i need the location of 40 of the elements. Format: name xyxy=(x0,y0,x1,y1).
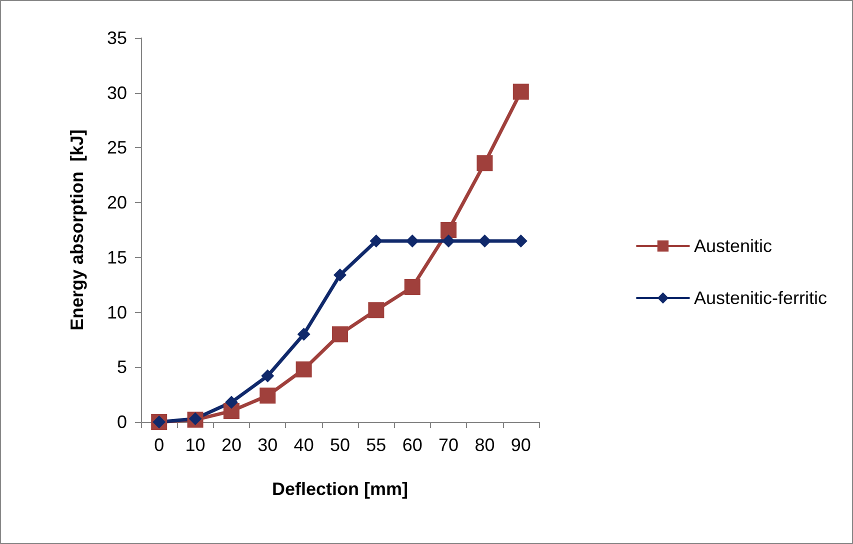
x-axis-title: Deflection [mm] xyxy=(272,479,408,499)
legend-label: Austenitic-ferritic xyxy=(694,288,827,308)
y-axis-title: Energy absorption [kJ] xyxy=(67,129,87,331)
point xyxy=(224,396,238,409)
x-tick-label: 80 xyxy=(474,435,495,455)
x-tick-label: 50 xyxy=(330,435,350,455)
point xyxy=(406,234,419,248)
y-tick-label: 10 xyxy=(106,302,127,322)
y-tick-label: 25 xyxy=(106,138,127,158)
y-tick-label: 5 xyxy=(116,357,127,378)
point xyxy=(478,234,492,248)
x-tick-label: 30 xyxy=(258,435,278,455)
x-tick-label: 20 xyxy=(221,435,242,455)
x-tick-label: 55 xyxy=(366,435,386,455)
y-tick-label: 15 xyxy=(106,247,127,268)
x-tick-label: 70 xyxy=(438,435,459,455)
x-tick-label: 0 xyxy=(154,435,164,455)
legend-label: Austenitic xyxy=(694,236,772,256)
point xyxy=(334,268,346,282)
x-tick-label: 10 xyxy=(185,435,206,455)
point xyxy=(260,388,276,404)
y-tick-label: 30 xyxy=(106,82,127,103)
point xyxy=(476,155,493,172)
point xyxy=(332,326,348,342)
point xyxy=(370,234,383,248)
y-tick-label: 0 xyxy=(116,412,127,432)
x-tick-label: 40 xyxy=(294,435,314,455)
point xyxy=(442,234,456,248)
point xyxy=(514,234,528,248)
point xyxy=(512,84,529,100)
point xyxy=(368,302,384,318)
point xyxy=(404,279,420,296)
point xyxy=(296,361,312,378)
y-tick-label: 20 xyxy=(106,192,127,213)
point xyxy=(440,222,457,238)
point xyxy=(297,328,310,341)
x-tick-label: 60 xyxy=(402,435,422,455)
point xyxy=(261,369,274,382)
x-tick-label: 90 xyxy=(510,435,531,455)
y-tick-label: 35 xyxy=(106,28,127,48)
